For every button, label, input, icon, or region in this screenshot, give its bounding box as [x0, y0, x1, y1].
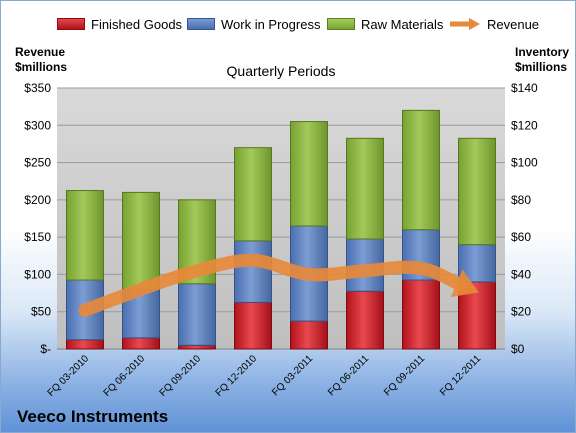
- x-axis-tick-label: FQ 03-2010: [46, 353, 92, 399]
- right-axis-tick-label: $40: [511, 267, 531, 281]
- x-axis-tick-label: FQ 06-2011: [326, 353, 371, 398]
- bar-raw-materials: [346, 137, 384, 240]
- left-axis-title-line1: Revenue: [15, 45, 66, 59]
- right-axis-tick-label: $140: [511, 81, 538, 95]
- legend-item-revenue: Revenue: [449, 13, 539, 35]
- bar-raw-materials: [66, 190, 104, 281]
- company-name: Veeco Instruments: [17, 407, 169, 426]
- legend-item-finished-goods: Finished Goods: [57, 13, 182, 35]
- bar-finished-goods: [402, 279, 440, 350]
- x-axis-tick-label: FQ 09-2011: [382, 353, 427, 398]
- legend-label: Finished Goods: [91, 16, 183, 32]
- left-axis-tick-label: $-: [40, 342, 51, 356]
- bars: [66, 109, 496, 350]
- right-axis-tick-label: $80: [511, 193, 531, 207]
- right-axis-title-line1: Inventory: [515, 45, 570, 59]
- bar-work-in-progress: [234, 240, 272, 303]
- x-axis-tick-label: FQ 12-2010: [214, 353, 260, 399]
- legend-swatch: [327, 18, 355, 30]
- left-axis-tick-label: $150: [24, 230, 51, 244]
- x-axis-tick-label: FQ 12-2011: [438, 353, 483, 398]
- right-axis-tick-label: $0: [511, 342, 525, 356]
- revenue-line: [78, 253, 479, 317]
- left-axis-tick-label: $50: [31, 305, 51, 319]
- legend-label: Raw Materials: [361, 16, 444, 32]
- x-axis-tick-label: FQ 06-2010: [102, 353, 148, 399]
- left-axis-tick-label: $300: [24, 118, 51, 132]
- legend-arrow-icon: [450, 18, 480, 30]
- bar-raw-materials: [122, 191, 160, 290]
- right-axis-tick-label: $20: [511, 305, 531, 319]
- left-axis-tick-label: $200: [24, 193, 51, 207]
- right-axis-tick-label: $120: [511, 118, 538, 132]
- chart-title: Quarterly Periods: [226, 63, 336, 79]
- bar-finished-goods: [234, 301, 272, 350]
- revenue-arrow-head: [450, 269, 479, 298]
- legend-item-raw-materials: Raw Materials: [327, 13, 443, 35]
- legend-label: Revenue: [487, 16, 540, 32]
- left-axis-tick-label: $250: [24, 156, 51, 170]
- left-axis-tick-label: $100: [24, 267, 51, 281]
- bar-finished-goods: [66, 339, 104, 350]
- bar-raw-materials: [290, 121, 328, 227]
- right-axis-title-line2: $millions: [515, 60, 568, 74]
- bar-finished-goods: [122, 337, 160, 350]
- bar-raw-materials: [458, 137, 496, 246]
- bar-finished-goods: [178, 344, 216, 350]
- bar-raw-materials: [234, 147, 272, 242]
- bar-raw-materials: [402, 109, 440, 231]
- right-axis-title: Inventory $millions: [515, 45, 569, 75]
- left-axis-title: Revenue $millions: [15, 45, 67, 75]
- chart-legend: Finished Goods Work in Progress Raw Mate…: [1, 13, 575, 35]
- bar-work-in-progress: [178, 283, 216, 346]
- right-axis-tick-label: $60: [511, 230, 531, 244]
- legend-swatch: [57, 18, 85, 30]
- legend-item-work-in-progress: Work in Progress: [187, 13, 320, 35]
- bar-finished-goods: [290, 320, 328, 350]
- legend-label: Work in Progress: [221, 16, 321, 32]
- right-axis-tick-label: $100: [511, 156, 538, 170]
- x-axis-tick-label: FQ 03-2011: [270, 353, 315, 398]
- bar-finished-goods: [346, 290, 384, 350]
- revenue-line-path: [78, 253, 467, 317]
- legend-swatch: [187, 18, 215, 30]
- left-axis-title-line2: $millions: [15, 60, 68, 74]
- x-axis-tick-label: FQ 09-2010: [158, 353, 204, 399]
- left-axis-tick-label: $350: [24, 81, 51, 95]
